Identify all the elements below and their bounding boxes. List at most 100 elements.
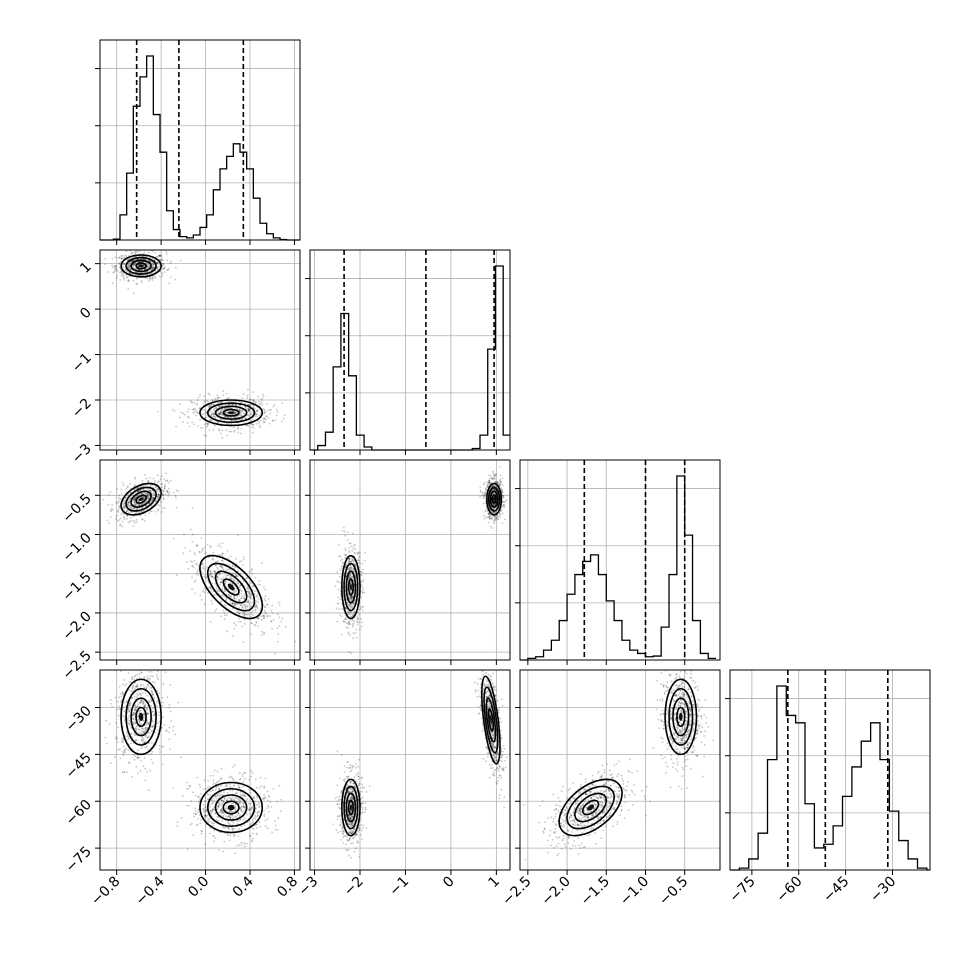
sample-point bbox=[122, 750, 125, 753]
sample-point bbox=[350, 612, 353, 614]
sample-point bbox=[134, 739, 137, 742]
panel-frame bbox=[729, 669, 931, 871]
sample-point bbox=[276, 626, 279, 629]
sample-point bbox=[196, 544, 199, 547]
sample-point bbox=[335, 607, 338, 610]
sample-point bbox=[236, 575, 239, 577]
sample-point bbox=[188, 416, 191, 419]
sample-point bbox=[361, 571, 364, 574]
sample-point bbox=[126, 276, 129, 279]
sample-point bbox=[237, 408, 240, 411]
sample-point bbox=[231, 601, 234, 604]
sample-point bbox=[203, 575, 206, 578]
sample-point bbox=[122, 274, 125, 276]
sample-point bbox=[211, 575, 213, 578]
sample-point bbox=[207, 798, 210, 801]
sample-point bbox=[240, 810, 243, 813]
sample-point bbox=[207, 818, 210, 820]
sample-point bbox=[136, 673, 139, 676]
sample-point bbox=[271, 627, 274, 630]
sample-point bbox=[150, 725, 153, 728]
sample-point bbox=[360, 574, 363, 577]
sample-point bbox=[248, 603, 251, 605]
sample-point bbox=[160, 501, 162, 504]
sample-point bbox=[243, 794, 246, 797]
sample-point bbox=[195, 572, 198, 575]
density-contour bbox=[214, 570, 248, 604]
sample-point bbox=[238, 786, 241, 789]
sample-point bbox=[168, 493, 171, 496]
sample-point bbox=[191, 588, 193, 591]
sample-point bbox=[162, 497, 165, 500]
sample-point bbox=[137, 490, 140, 493]
sample-point bbox=[133, 708, 136, 711]
sample-point bbox=[209, 827, 212, 829]
sample-point bbox=[342, 620, 345, 623]
sample-point bbox=[191, 506, 194, 509]
sample-point bbox=[183, 533, 185, 536]
sample-point bbox=[138, 720, 141, 723]
sample-point bbox=[348, 560, 351, 563]
sample-point bbox=[355, 628, 358, 631]
sample-point bbox=[360, 581, 363, 583]
sample-point bbox=[203, 395, 206, 398]
sample-point bbox=[218, 590, 221, 593]
sample-point bbox=[240, 410, 243, 413]
sample-point bbox=[211, 788, 214, 791]
sample-point bbox=[352, 547, 355, 550]
sample-point bbox=[247, 613, 250, 616]
sample-point bbox=[163, 488, 166, 490]
sample-point bbox=[357, 618, 360, 621]
sample-point bbox=[210, 812, 212, 815]
sample-point bbox=[140, 510, 143, 513]
sample-point bbox=[349, 565, 352, 568]
sample-point bbox=[162, 267, 164, 270]
sample-point bbox=[128, 520, 131, 523]
sample-point bbox=[134, 271, 137, 273]
sample-point bbox=[143, 492, 146, 495]
sample-point bbox=[259, 584, 262, 586]
sample-point bbox=[353, 544, 355, 547]
sample-point bbox=[263, 632, 266, 635]
sample-point bbox=[195, 411, 198, 414]
sample-point bbox=[349, 634, 352, 636]
sample-point bbox=[243, 842, 246, 845]
sample-point bbox=[138, 514, 141, 517]
sample-point bbox=[492, 477, 495, 480]
sample-point bbox=[350, 604, 353, 607]
sample-point bbox=[149, 278, 151, 281]
sample-point bbox=[141, 727, 143, 730]
sample-point bbox=[341, 530, 344, 532]
sample-point bbox=[241, 595, 244, 598]
sample-point bbox=[221, 567, 224, 569]
sample-point bbox=[131, 697, 133, 700]
sample-point bbox=[264, 819, 267, 822]
sample-point bbox=[138, 260, 141, 263]
sample-point bbox=[242, 410, 245, 413]
sample-point bbox=[129, 517, 132, 519]
sample-point bbox=[189, 550, 192, 552]
sample-point bbox=[112, 271, 115, 274]
sample-point bbox=[234, 572, 237, 575]
sample-point bbox=[208, 405, 211, 408]
sample-point bbox=[206, 793, 209, 796]
sample-point bbox=[160, 254, 163, 257]
sample-point bbox=[127, 501, 130, 504]
sample-point bbox=[208, 393, 211, 396]
density-peak bbox=[227, 583, 235, 591]
sample-point bbox=[214, 416, 217, 419]
sample-point bbox=[146, 263, 149, 265]
sample-point bbox=[111, 705, 114, 708]
sample-point bbox=[153, 713, 156, 716]
sample-point bbox=[343, 530, 346, 533]
sample-point bbox=[213, 570, 216, 573]
sample-point bbox=[128, 511, 131, 514]
sample-point bbox=[118, 696, 120, 699]
sample-point bbox=[220, 778, 223, 781]
sample-point bbox=[242, 805, 245, 808]
sample-point bbox=[137, 486, 140, 489]
sample-point bbox=[191, 822, 193, 825]
sample-point bbox=[129, 272, 132, 275]
sample-point bbox=[192, 566, 195, 569]
sample-point bbox=[127, 280, 130, 283]
